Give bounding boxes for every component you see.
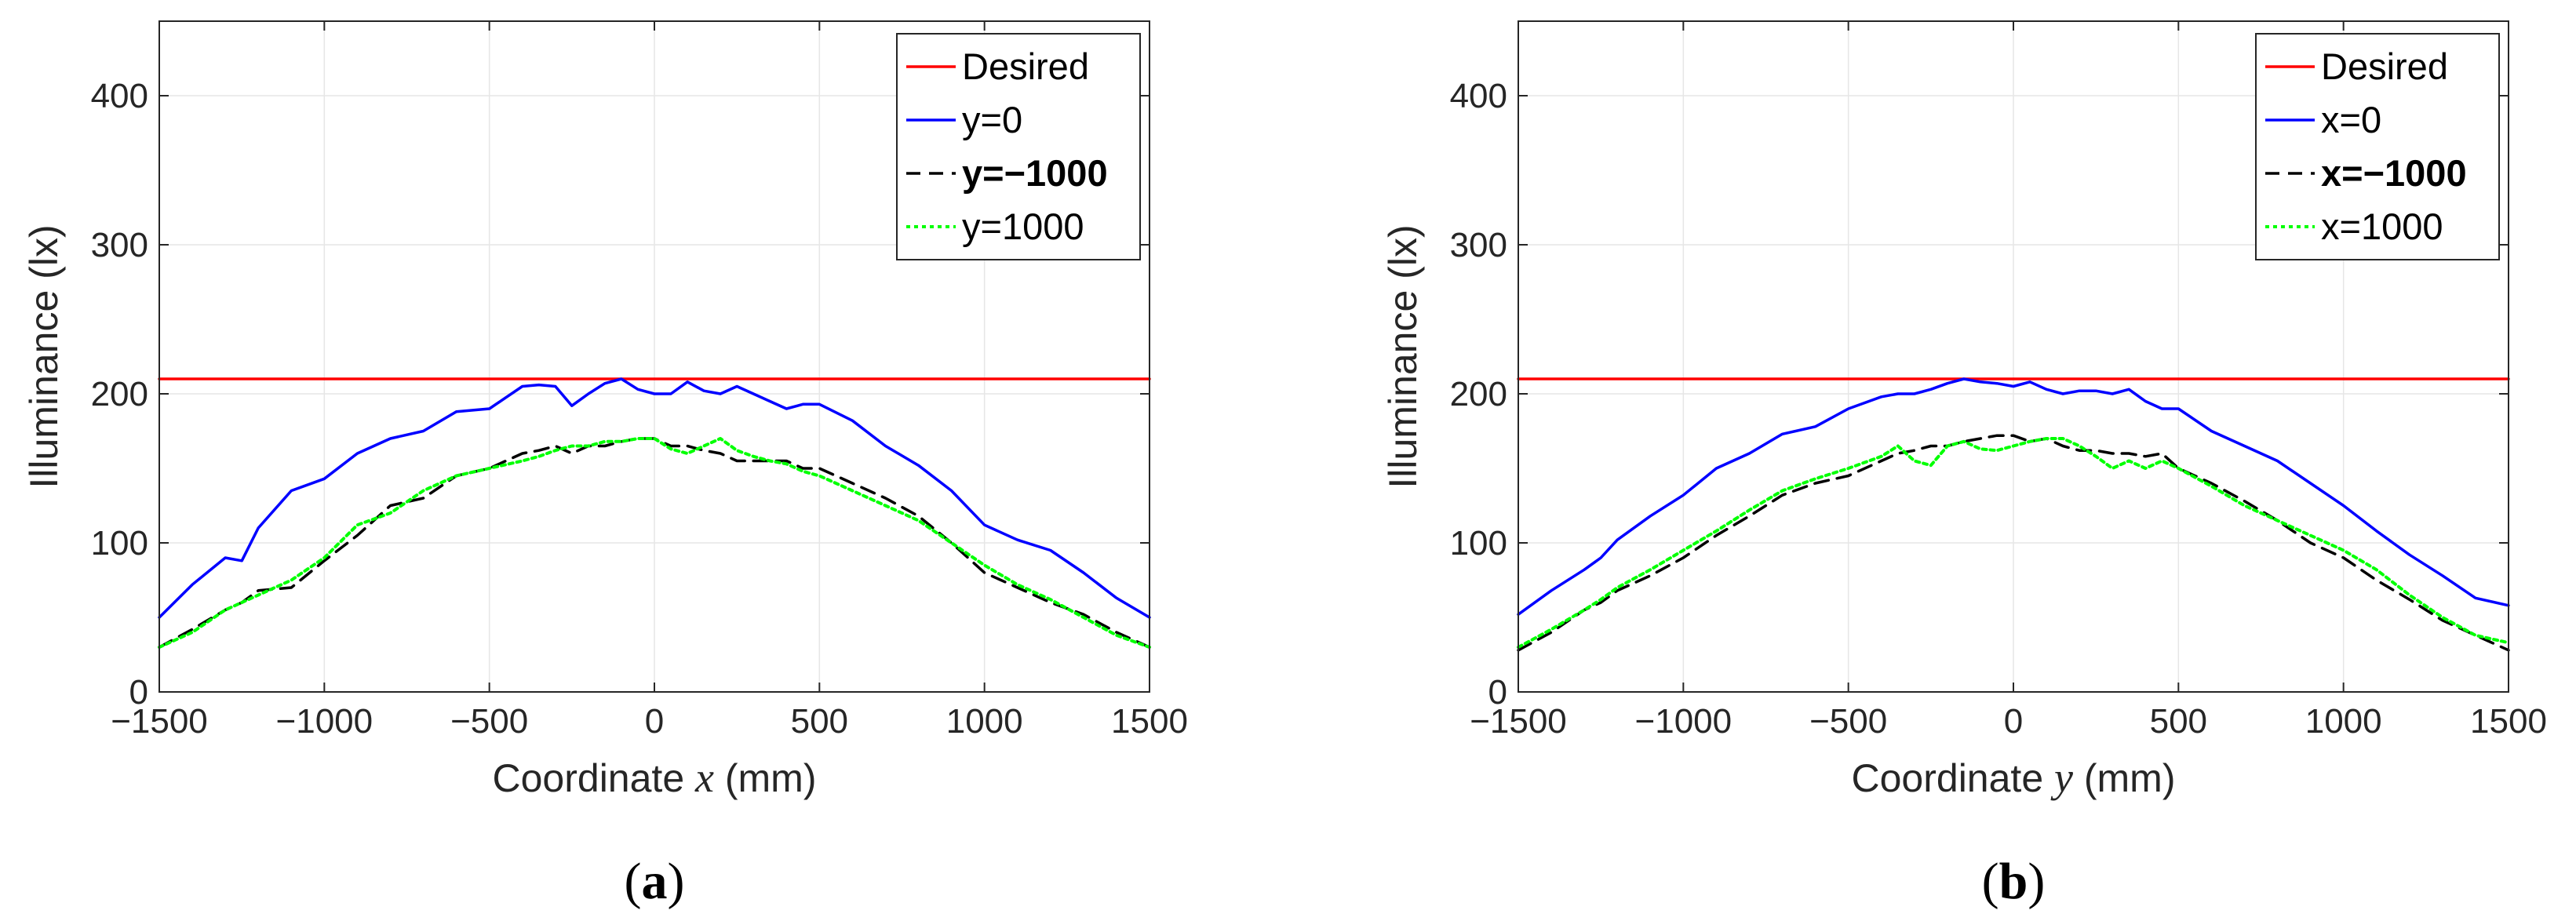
panel-b-x-tick-label: −1000 xyxy=(1635,702,1733,741)
panel-b-x-tick-label: −500 xyxy=(1809,702,1887,741)
panel-a-x-tick-label: 1500 xyxy=(1111,702,1188,741)
panel-b-x-tick-label: 1000 xyxy=(2305,702,2382,741)
panel-a-legend: Desired y=0 y=−1000 y=1000 xyxy=(896,33,1141,260)
panel-b-legend-label-2: x=−1000 xyxy=(2321,152,2467,194)
panel-a-legend-label-2: y=−1000 xyxy=(962,152,1108,194)
panel-b-y-axis-title: Illuminance (lx) xyxy=(1381,224,1425,488)
panel-a-legend-label-3: y=1000 xyxy=(962,206,1084,247)
panel-b-x-tick-label: −1500 xyxy=(1470,702,1567,741)
panel-a-x-tick-label: 0 xyxy=(645,702,664,741)
panel-a-y-tick-label: 400 xyxy=(91,77,148,115)
panel-a-x-tick-label: −1500 xyxy=(111,702,208,741)
panel-b-legend-label-0: Desired xyxy=(2321,46,2448,87)
panel-b-y-tick-label: 100 xyxy=(1450,524,1507,562)
panel-a-y-tick-label: 300 xyxy=(91,226,148,264)
panel-a-x-axis-title: Coordinate x (mm) xyxy=(493,754,817,801)
panel-a-chart: −1500 −1000 −500 0 500 1000 1500 0 100 200 300 400 C… xyxy=(22,20,1188,910)
panel-b-y-tick-label: 200 xyxy=(1450,375,1507,413)
panel-a-y-axis-title: Illuminance (lx) xyxy=(22,224,66,488)
panel-a-x-tick-label: −1000 xyxy=(276,702,373,741)
panel-b-legend-box xyxy=(2255,33,2500,260)
panel-b-legend: Desired x=0 x=−1000 x=1000 xyxy=(2255,33,2500,260)
panel-b-series-line-2 xyxy=(1517,434,2510,652)
panel-a-y-tick-label: 200 xyxy=(91,375,148,413)
panel-a-y-tick-label: 0 xyxy=(129,673,148,712)
panel-a-x-tick-label: 500 xyxy=(791,702,848,741)
panel-b-x-tick-label: 500 xyxy=(2150,702,2207,741)
panel-b-series-line-3 xyxy=(1517,437,2510,649)
panel-a-x-tick-label: −500 xyxy=(450,702,528,741)
panel-b-chart: −1500 −1000 −500 0 500 1000 1500 0 100 200 300 400 C… xyxy=(1381,20,2547,910)
panel-a-legend-label-0: Desired xyxy=(962,46,1089,87)
panel-b-series-line-1 xyxy=(1517,377,2510,616)
panel-b-y-tick-label: 300 xyxy=(1450,226,1507,264)
panel-b-x-tick-label: 0 xyxy=(2004,702,2023,741)
panel-b-x-tick-label: 1500 xyxy=(2470,702,2547,741)
panel-a-y-tick-label: 100 xyxy=(91,524,148,562)
panel-b-caption-label: (b) xyxy=(1982,853,2046,910)
panel-a-x-tick-label: 1000 xyxy=(946,702,1023,741)
panel-a-caption-label: (a) xyxy=(625,853,685,910)
panel-a-legend-box xyxy=(896,33,1141,260)
panel-b-y-tick-label: 0 xyxy=(1488,673,1507,712)
panel-b-legend-label-3: x=1000 xyxy=(2321,206,2443,247)
panel-a-legend-label-1: y=0 xyxy=(962,99,1022,140)
panel-b-legend-label-1: x=0 xyxy=(2321,99,2381,140)
panel-a-series-line-3 xyxy=(158,437,1151,649)
panel-a-series-line-1 xyxy=(158,377,1151,619)
panel-b-y-tick-label: 400 xyxy=(1450,77,1507,115)
panel-b-x-axis-title: Coordinate y (mm) xyxy=(1852,754,2176,801)
